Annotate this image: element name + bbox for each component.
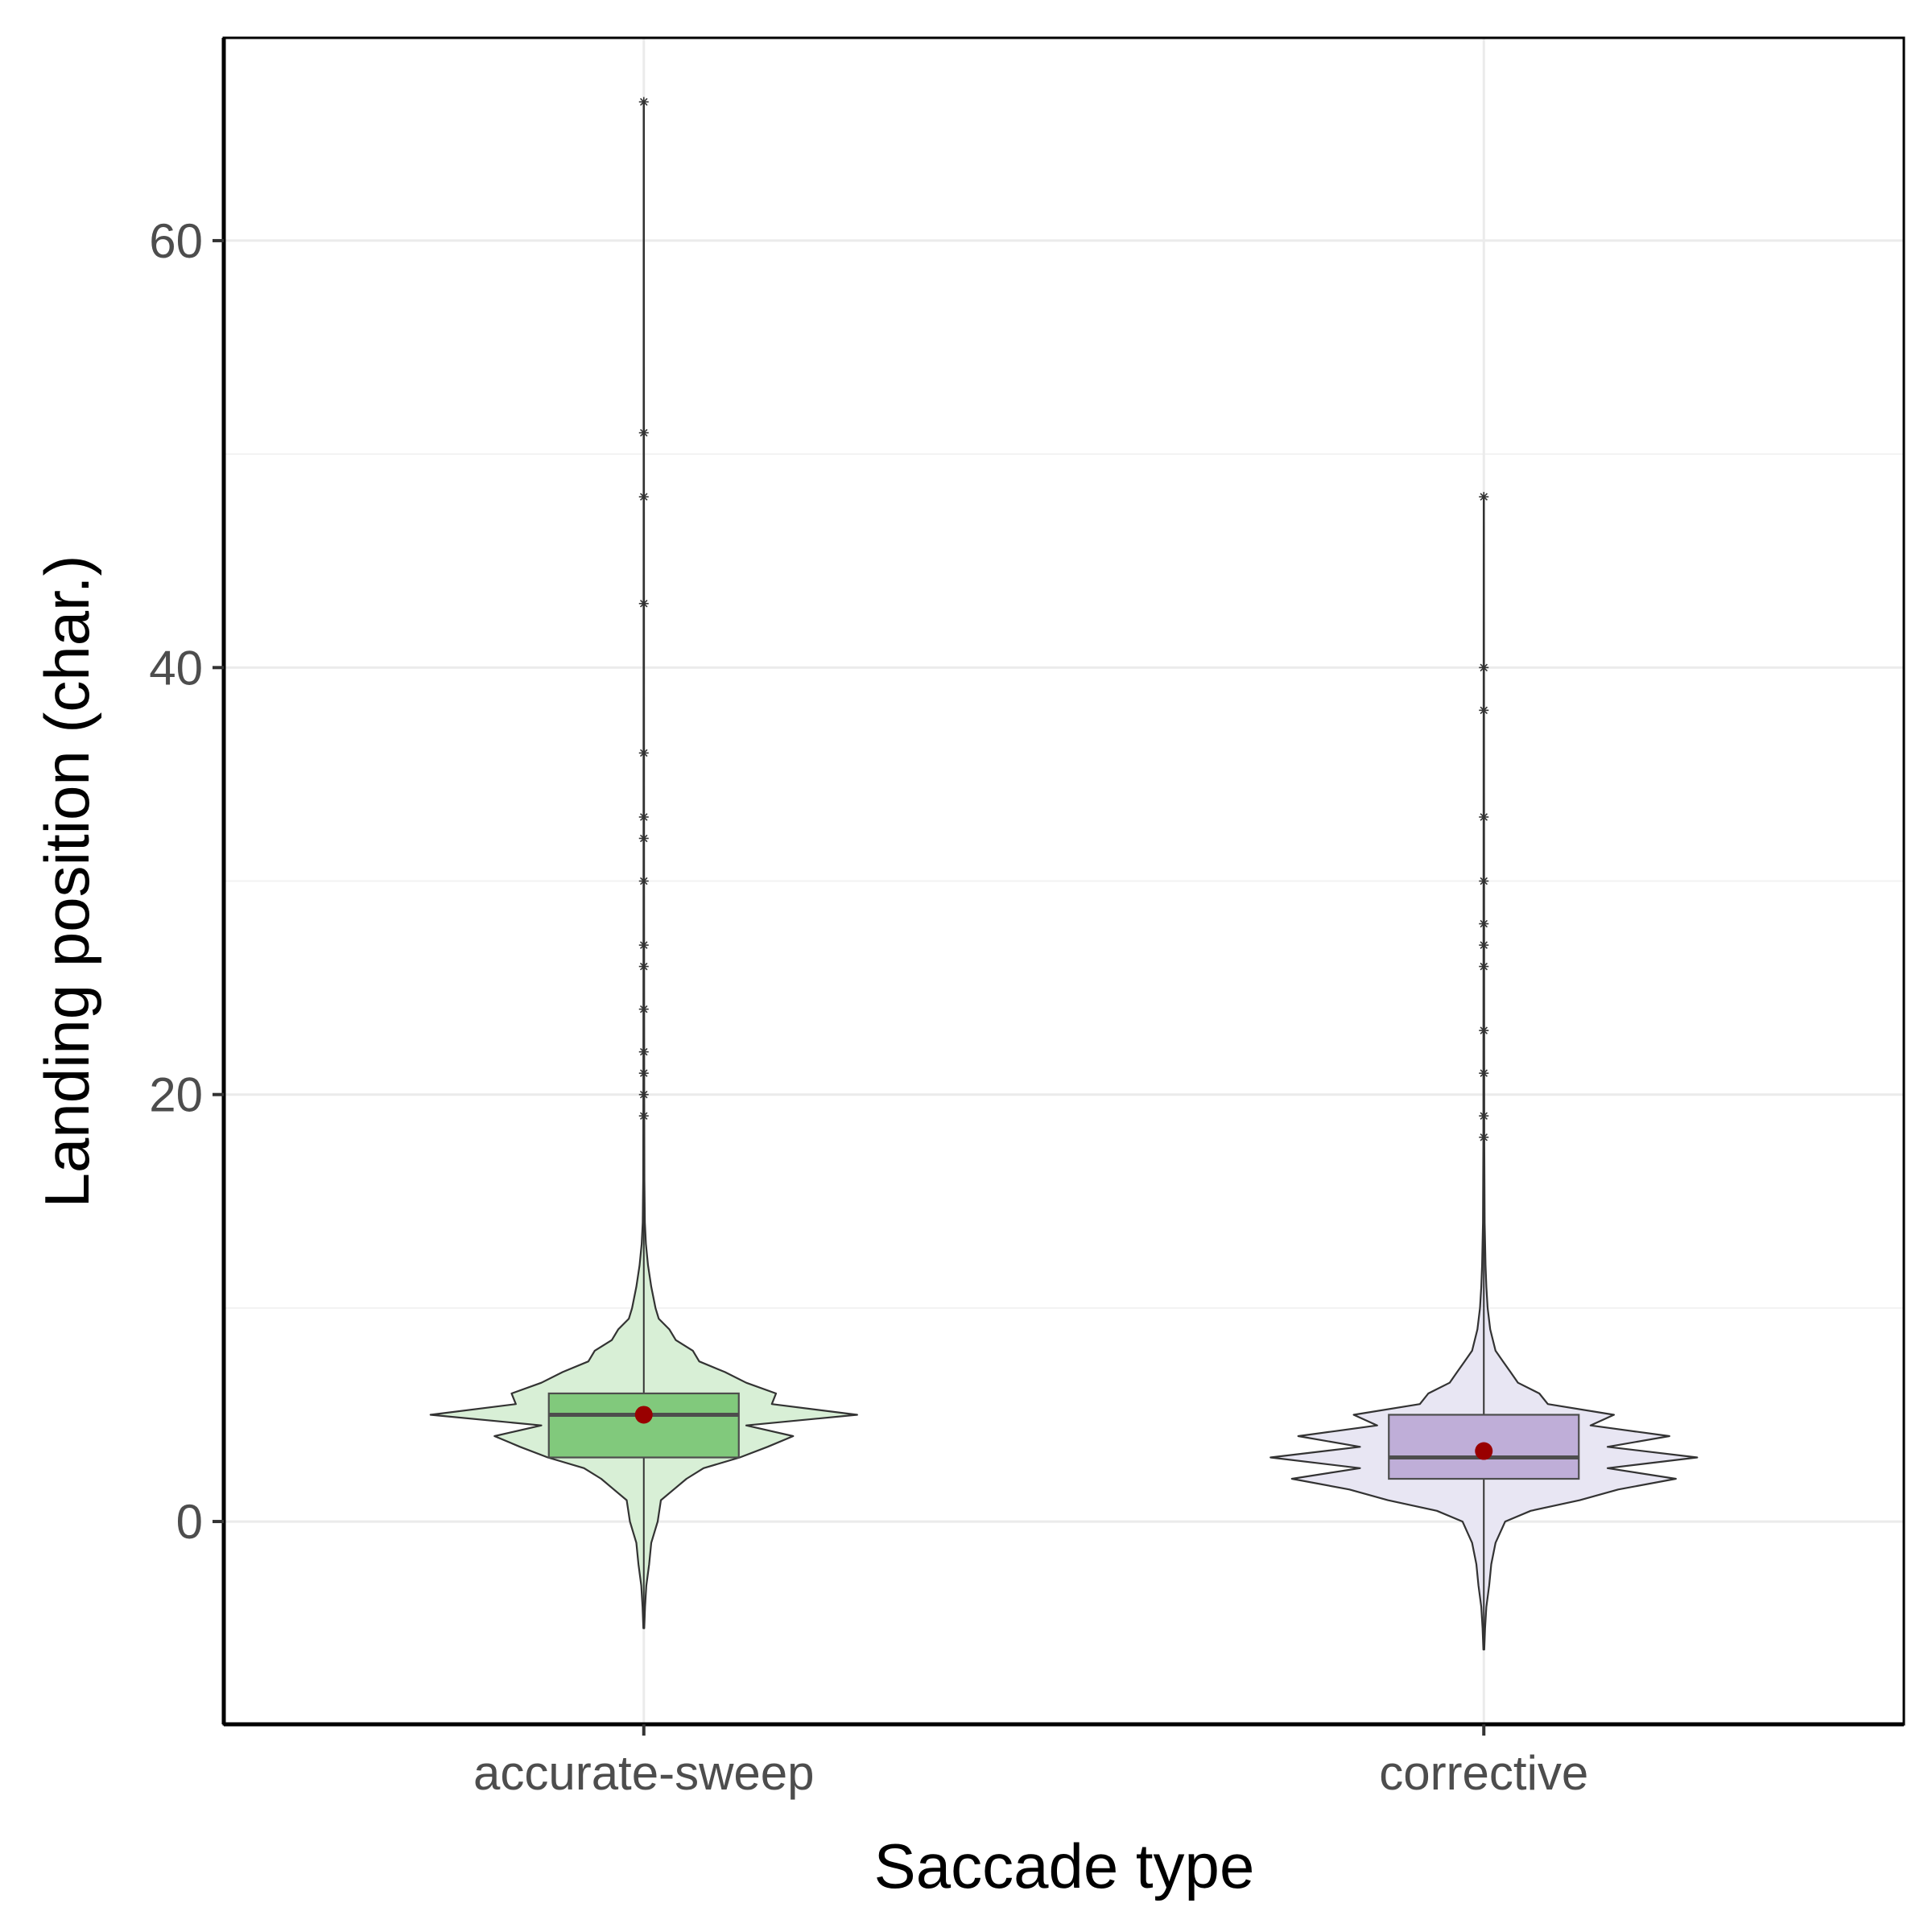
y-tick-label: 20	[149, 1068, 203, 1122]
outlier-point	[1479, 811, 1489, 822]
x-tick-label: corrective	[1379, 1746, 1588, 1800]
violin-layer	[429, 97, 1699, 1651]
outlier-point	[1479, 919, 1489, 929]
box-iqr	[547, 1392, 740, 1459]
outlier-point	[638, 1068, 649, 1079]
outlier-point	[638, 833, 649, 844]
outlier-point	[1479, 705, 1489, 716]
outlier-point	[1479, 492, 1489, 502]
outlier-point	[1479, 1026, 1489, 1036]
outlier-point	[638, 427, 649, 438]
outlier-point	[1479, 940, 1489, 951]
outlier-point	[638, 1046, 649, 1057]
outlier-point	[638, 1089, 649, 1100]
outlier-point	[1479, 961, 1489, 972]
outlier-point	[638, 1004, 649, 1014]
outlier-point	[638, 748, 649, 758]
outlier-point	[638, 1111, 649, 1121]
outlier-point	[638, 492, 649, 502]
outlier-point	[638, 940, 649, 951]
y-tick-label: 0	[176, 1495, 203, 1549]
mean-point	[1475, 1442, 1493, 1460]
outlier-point	[1479, 1068, 1489, 1079]
outlier-point	[638, 598, 649, 609]
outlier-point	[638, 811, 649, 822]
y-tick-label: 60	[149, 214, 203, 268]
outlier-point	[1479, 663, 1489, 673]
y-axis-title: Landing position (char.)	[31, 555, 102, 1208]
y-tick-label: 40	[149, 641, 203, 695]
outlier-point	[638, 97, 649, 107]
outlier-point	[1479, 876, 1489, 886]
outlier-point	[1479, 1132, 1489, 1142]
mean-point	[634, 1406, 653, 1424]
axis-layer: 0 20 40 60 accurate-sweep corrective	[149, 36, 1905, 1800]
x-tick-label: accurate-sweep	[473, 1746, 815, 1800]
x-axis-title: Saccade type	[874, 1831, 1255, 1901]
outlier-point	[638, 961, 649, 972]
outlier-point	[638, 876, 649, 886]
outlier-point	[1479, 1111, 1489, 1121]
